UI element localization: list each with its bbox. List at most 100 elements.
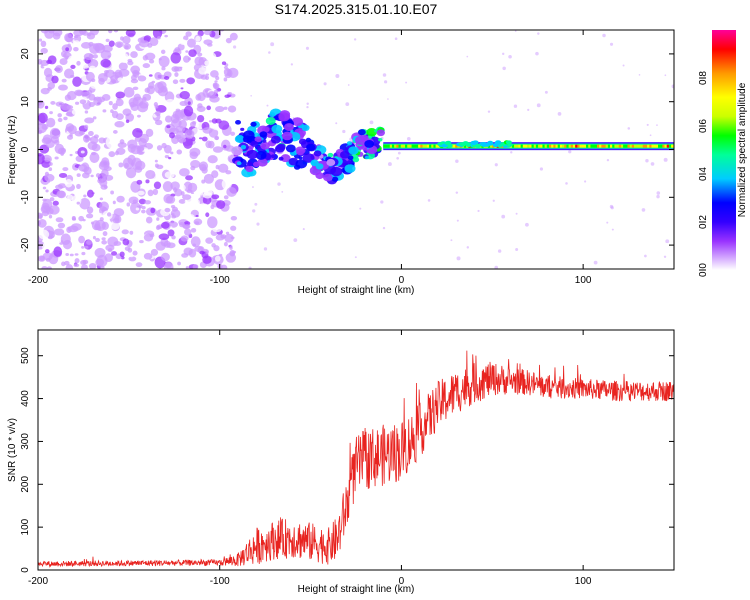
noise-blob: [86, 189, 94, 198]
tone-segment: [391, 144, 395, 148]
y-tick-label: 400: [20, 390, 31, 407]
noise-dot: [539, 167, 544, 171]
noise-blob: [101, 157, 110, 167]
noise-blob: [158, 233, 170, 241]
noise-blob: [152, 188, 159, 196]
noise-blob: [183, 105, 194, 117]
noise-blob: [71, 194, 82, 206]
noise-blob: [88, 93, 96, 101]
noise-blob: [163, 144, 172, 154]
noise-blob: [73, 46, 79, 52]
noise-dot: [345, 102, 350, 107]
tone-segment: [653, 144, 657, 148]
noise-blob: [215, 234, 225, 241]
noise-blob: [64, 178, 73, 188]
noise-blob: [134, 160, 146, 171]
noise-blob: [139, 230, 145, 234]
noise-blob: [154, 71, 162, 80]
noise-blob: [110, 190, 115, 195]
noise-blob: [101, 237, 106, 241]
transition-blob: [367, 147, 375, 153]
noise-blob: [57, 94, 62, 100]
transition-blob: [352, 156, 360, 163]
noise-blob: [74, 130, 84, 137]
noise-blob: [106, 212, 112, 217]
noise-blob: [184, 129, 195, 139]
noise-blob: [128, 256, 137, 262]
transition-blob: [270, 154, 276, 159]
tone-segment: [435, 144, 438, 148]
transition-blob: [298, 156, 303, 160]
noise-blob: [42, 186, 47, 190]
noise-blob: [76, 201, 80, 205]
transition-blob: [269, 112, 276, 118]
noise-blob: [40, 87, 50, 95]
y-tick-label: 10: [20, 96, 31, 108]
noise-dot: [593, 260, 598, 265]
tone-segment: [603, 144, 606, 148]
tone-segment: [535, 144, 539, 148]
noise-blob: [179, 39, 188, 46]
tone-segment: [647, 144, 650, 148]
tone-segment: [407, 144, 410, 148]
noise-blob: [111, 110, 119, 119]
tone-segment: [586, 144, 589, 148]
noise-dot: [293, 238, 298, 243]
noise-blob: [212, 146, 224, 153]
transition-blob: [330, 166, 343, 177]
tone-segment: [642, 144, 646, 148]
tone-segment: [566, 144, 569, 148]
tone-segment: [640, 144, 643, 148]
tone-segment: [607, 144, 611, 148]
transition-blob: [310, 159, 319, 167]
noise-blob: [107, 236, 119, 247]
noise-blob: [119, 53, 130, 64]
tone-segment: [516, 144, 519, 148]
noise-blob: [54, 139, 60, 145]
transition-blob: [231, 146, 243, 156]
tone-segment: [546, 144, 550, 148]
noise-blob: [100, 58, 111, 68]
spectrogram-y-label: Frequency (Hz): [7, 116, 18, 185]
noise-blob: [114, 41, 124, 48]
noise-blob: [89, 152, 100, 164]
transition-blob: [250, 140, 259, 147]
noise-blob: [123, 87, 135, 98]
noise-blob: [81, 264, 88, 269]
noise-dot: [646, 123, 649, 126]
noise-blob: [157, 36, 161, 40]
noise-blob: [158, 55, 170, 68]
noise-blob: [174, 188, 183, 197]
noise-blob: [52, 200, 59, 206]
tone-segment: [553, 144, 556, 148]
noise-blob: [121, 187, 129, 196]
noise-blob: [232, 250, 237, 254]
noise-blob: [230, 131, 236, 136]
noise-blob: [218, 120, 230, 130]
tone-segment: [631, 144, 635, 148]
noise-dot: [664, 74, 667, 77]
noise-blob: [161, 66, 166, 71]
noise-blob: [118, 62, 128, 71]
noise-blob: [54, 65, 63, 74]
noise-blob: [213, 245, 220, 252]
noise-blob: [74, 253, 79, 256]
tone-segment: [634, 144, 637, 148]
tone-segment: [627, 144, 630, 148]
noise-dot: [266, 104, 269, 107]
tone-segment: [592, 144, 595, 148]
noise-blob: [206, 93, 211, 98]
noise-blob: [136, 179, 143, 185]
noise-blob: [101, 221, 109, 231]
noise-blob: [214, 80, 218, 83]
noise-dot: [456, 219, 459, 222]
noise-blob: [65, 123, 75, 132]
tone-segment: [396, 144, 399, 148]
noise-blob: [163, 76, 170, 81]
noise-blob: [171, 213, 175, 216]
noise-blob: [189, 256, 197, 262]
noise-blob: [143, 233, 154, 242]
noise-blob: [125, 119, 130, 124]
noise-blob: [56, 238, 62, 244]
colorbar-tick-label: 0.4: [698, 167, 709, 181]
